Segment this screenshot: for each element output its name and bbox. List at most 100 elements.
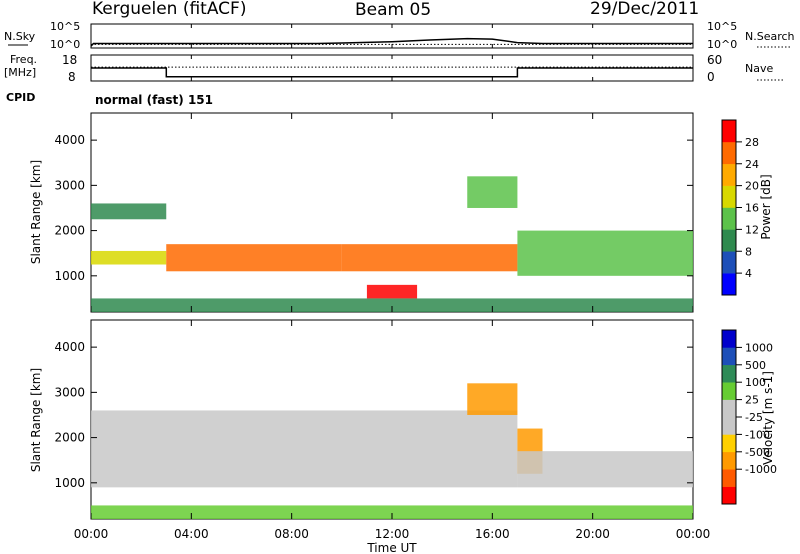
- colorbar-cell: [722, 120, 736, 143]
- colorbar-tick-label: 20: [745, 180, 759, 193]
- colorbar-tick-label: 1000: [745, 341, 773, 354]
- velocity-ylabel: Slant Range [km]: [29, 368, 43, 472]
- colorbar-cell: [722, 207, 736, 230]
- nsky-panel: N.Sky 10^5 10^0 10^5 10^0 N.Search: [4, 20, 795, 51]
- time-tick-label: 00:00: [676, 527, 711, 541]
- echo-region: [467, 176, 518, 208]
- freq-left-tick-bottom: 8: [68, 70, 76, 84]
- velocity-y-ticks: 1000 2000 3000 4000: [54, 340, 693, 490]
- velocity-colorbar-cells: [722, 330, 736, 505]
- time-tick-label: 12:00: [375, 527, 410, 541]
- time-axis-ticks: 00:00 04:00 08:00 12:00 16:00 20:00 00:00: [74, 24, 711, 541]
- freq-right-tick-bottom: 0: [707, 70, 715, 84]
- velocity-colorbar: 1000 500 100 25 -25 -100 -500 -1000 Velocity [m…: [721, 329, 777, 505]
- colorbar-cell: [722, 251, 736, 274]
- power-ylabel: Slant Range [km]: [29, 160, 43, 264]
- y-tick-label: 4000: [54, 340, 85, 354]
- echo-region: [517, 451, 693, 488]
- nsky-label: N.Sky: [4, 30, 36, 43]
- colorbar-tick-label: 24: [745, 158, 759, 171]
- echo-region: [91, 410, 518, 488]
- cpid-value: normal (fast) 151: [95, 93, 213, 107]
- power-colorbar-cells: [722, 120, 736, 296]
- power-colorbar-ticks: 4 8 12 16 20 24 28: [736, 136, 759, 280]
- time-tick-label: 16:00: [475, 527, 510, 541]
- colorbar-cell: [722, 141, 736, 165]
- colorbar-tick-label: 12: [745, 223, 759, 236]
- time-tick-label: 00:00: [74, 527, 109, 541]
- colorbar-cell: [722, 364, 736, 383]
- colorbar-cell: [722, 185, 736, 208]
- freq-series-line: [91, 67, 693, 78]
- y-tick-label: 4000: [54, 133, 85, 147]
- colorbar-cell: [722, 434, 736, 453]
- station-title: Kerguelen (fitACF): [92, 0, 246, 19]
- colorbar-cell: [722, 347, 736, 366]
- power-frame: [90, 112, 694, 313]
- colorbar-tick-label: 16: [745, 202, 759, 215]
- echo-region: [91, 505, 693, 519]
- nsky-series-line: [90, 37, 693, 47]
- freq-label-line2: [MHz]: [4, 66, 36, 79]
- velocity-colorbar-label: Velocity [m s-1]: [761, 371, 775, 465]
- nave-label: Nave: [745, 62, 773, 75]
- time-tick-label: 08:00: [274, 527, 309, 541]
- echo-region: [91, 203, 167, 220]
- time-tick-label: 20:00: [575, 527, 610, 541]
- colorbar-tick-label: -1000: [745, 463, 777, 476]
- colorbar-cell: [722, 486, 736, 505]
- power-y-ticks: 1000 2000 3000 4000: [54, 133, 693, 283]
- colorbar-tick-label: 28: [745, 136, 759, 149]
- echo-region: [517, 230, 693, 276]
- power-echo-layer: [91, 176, 693, 312]
- y-tick-label: 1000: [54, 476, 85, 490]
- freq-label-line1: Freq.: [10, 53, 37, 66]
- echo-region: [341, 244, 518, 272]
- colorbar-cell: [722, 273, 736, 296]
- colorbar-cell: [722, 399, 736, 418]
- echo-region: [366, 284, 418, 299]
- echo-region: [91, 298, 693, 312]
- y-tick-label: 3000: [54, 385, 85, 399]
- nsky-right-tick-top: 10^5: [707, 20, 737, 33]
- echo-region: [467, 383, 518, 415]
- colorbar-tick-label: 25: [745, 394, 759, 407]
- colorbar-cell: [722, 229, 736, 252]
- colorbar-cell: [722, 469, 736, 487]
- colorbar-cell: [722, 382, 736, 400]
- colorbar-cell: [722, 451, 736, 470]
- y-tick-label: 3000: [54, 178, 85, 192]
- echo-region: [91, 250, 167, 265]
- nsky-left-tick-top: 10^5: [50, 20, 80, 33]
- freq-panel: Freq. [MHz] 18 8 60 0 Nave: [4, 53, 785, 84]
- colorbar-tick-label: 500: [745, 359, 766, 372]
- time-tick-label: 04:00: [174, 527, 209, 541]
- cpid-label: CPID: [6, 91, 35, 104]
- y-tick-label: 2000: [54, 431, 85, 445]
- colorbar-tick-label: 8: [745, 245, 752, 258]
- velocity-panel: 1000 2000 3000 4000 Slant Range [km]: [29, 319, 694, 520]
- freq-right-tick-top: 60: [707, 53, 722, 67]
- nsky-right-tick-bottom: 10^0: [707, 38, 737, 51]
- colorbar-tick-label: 100: [745, 376, 766, 389]
- velocity-colorbar-ticks: 1000 500 100 25 -25 -100 -500 -1000: [736, 341, 777, 476]
- power-panel: 1000 2000 3000 4000 Slant Range [km]: [29, 112, 694, 313]
- colorbar-tick-label: -25: [745, 411, 763, 424]
- beam-title: Beam 05: [355, 0, 431, 20]
- colorbar-tick-label: -100: [745, 428, 770, 441]
- colorbar-cell: [722, 417, 736, 435]
- colorbar-cell: [722, 330, 736, 348]
- echo-region: [166, 244, 342, 272]
- nsky-left-tick-bottom: 10^0: [50, 38, 80, 51]
- power-colorbar-label: Power [dB]: [759, 174, 773, 239]
- time-axis-title: Time UT: [366, 541, 417, 554]
- y-tick-label: 1000: [54, 269, 85, 283]
- velocity-echo-layer: [91, 383, 693, 519]
- y-tick-label: 2000: [54, 224, 85, 238]
- nsearch-label: N.Search: [745, 30, 795, 43]
- colorbar-tick-label: 4: [745, 267, 752, 280]
- colorbar-tick-label: -500: [745, 446, 770, 459]
- power-colorbar: 4 8 12 16 20 24 28 Power [dB]: [721, 119, 773, 296]
- colorbar-cell: [722, 163, 736, 186]
